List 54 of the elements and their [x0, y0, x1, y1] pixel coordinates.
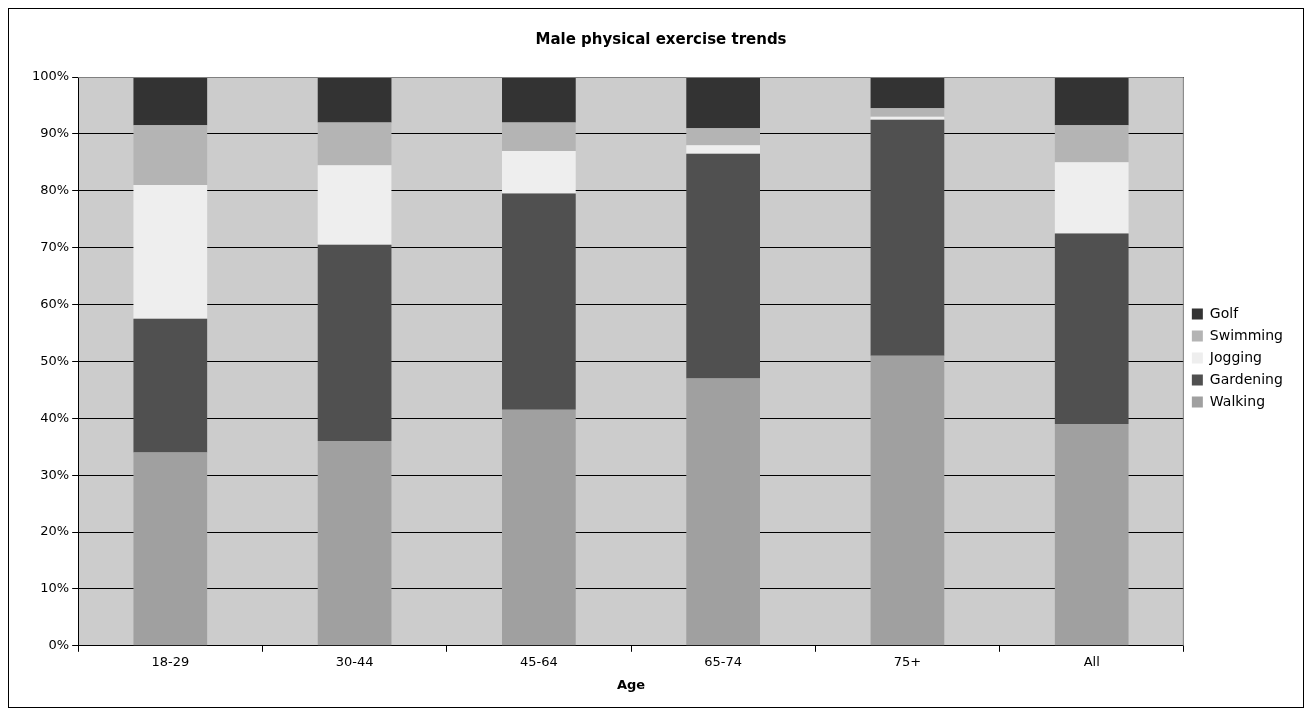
bar [870, 77, 945, 109]
bar [870, 355, 945, 646]
bar [502, 193, 576, 410]
bar [502, 77, 576, 123]
x-tick-label: 65-74 [704, 653, 743, 669]
y-tick-label: 10% [40, 580, 70, 596]
bar [686, 378, 760, 646]
bar [870, 108, 945, 117]
bar [1054, 423, 1129, 646]
legend-label: Gardening [1209, 370, 1283, 387]
bar [686, 128, 760, 146]
y-tick-label: 50% [40, 352, 70, 368]
bar [1054, 233, 1129, 424]
bar [133, 125, 208, 186]
legend-label: Walking [1209, 392, 1266, 409]
y-tick-label: 0% [48, 637, 70, 653]
bar [133, 318, 208, 453]
bar [870, 119, 945, 356]
x-tick-label: 75+ [893, 653, 922, 669]
bar [502, 150, 576, 194]
bar [502, 122, 576, 151]
bar [317, 441, 392, 646]
chart-title: Male physical exercise trends [535, 29, 787, 48]
x-axis-title: Age [616, 676, 646, 692]
x-tick-label: 30-44 [335, 653, 374, 669]
bar [133, 185, 208, 319]
bar [870, 116, 945, 120]
x-tick-label: 18-29 [151, 653, 190, 669]
legend-label: Jogging [1208, 348, 1262, 365]
x-tick-label: 45-64 [519, 653, 558, 669]
y-tick-label: 30% [40, 466, 70, 482]
y-tick-label: 70% [40, 239, 70, 255]
bar [317, 122, 392, 166]
legend-label: Swimming [1209, 326, 1283, 343]
bar [1054, 162, 1129, 234]
bar [1054, 77, 1129, 126]
bar [686, 153, 760, 379]
bar [317, 244, 392, 442]
y-tick-label: 60% [40, 295, 70, 311]
y-tick-label: 80% [40, 182, 70, 198]
y-tick-label: 100% [31, 68, 70, 84]
x-tick-label: All [1083, 653, 1100, 669]
bar [686, 145, 760, 154]
bar [1054, 125, 1129, 163]
y-tick-label: 20% [40, 523, 70, 539]
legend-label: Golf [1209, 304, 1240, 321]
bar [317, 77, 392, 123]
y-tick-label: 40% [40, 409, 70, 425]
y-tick-label: 90% [40, 125, 70, 141]
bar [686, 77, 760, 129]
bar [502, 409, 576, 646]
bar [317, 165, 392, 245]
bar [133, 452, 208, 646]
bar [133, 77, 208, 126]
